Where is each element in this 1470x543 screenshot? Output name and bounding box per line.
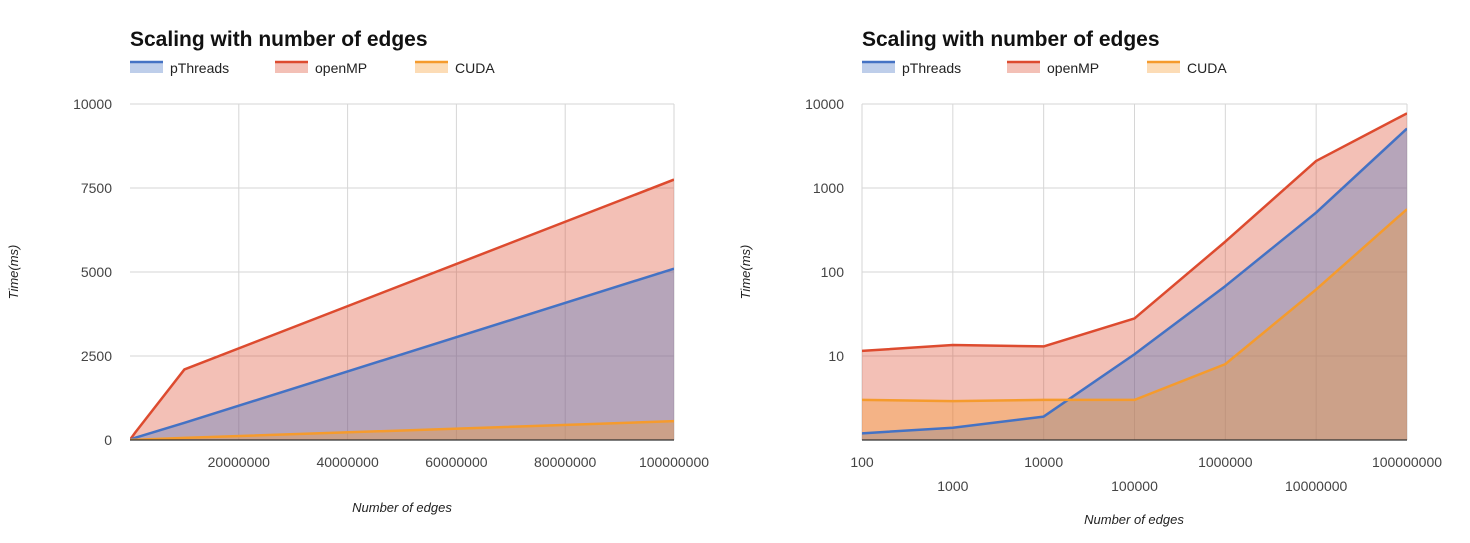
grid xyxy=(861,103,1408,440)
x-tick-label: 100000000 xyxy=(639,454,709,470)
x-tick-label: 20000000 xyxy=(208,454,271,470)
area-openmp xyxy=(130,179,674,440)
chart-title: Scaling with number of edges xyxy=(130,28,428,51)
legend-item-openmp: openMP xyxy=(275,60,367,76)
legend-label: pThreads xyxy=(902,60,961,76)
legend-item-openmp: openMP xyxy=(1007,60,1099,76)
x-tick-label: 10000 xyxy=(1024,454,1063,470)
legend-label: openMP xyxy=(1047,60,1099,76)
plot-area xyxy=(862,112,1407,440)
legend-item-pthreads: pThreads xyxy=(130,60,229,76)
chart-1: Scaling with number of edges pThreads open… xyxy=(6,28,709,515)
y-tick-label: 10 xyxy=(828,348,844,364)
line-pthreads xyxy=(862,127,1407,435)
area-pthreads xyxy=(862,128,1407,440)
y-tick-label: 100 xyxy=(821,264,845,280)
y-axis-title: Time(ms) xyxy=(738,245,753,300)
x-tick-label: 1000 xyxy=(937,478,968,494)
x-tick-label: 1000000 xyxy=(1198,454,1253,470)
x-tick-label: 100000 xyxy=(1111,478,1158,494)
x-tick-label: 10000000 xyxy=(1285,478,1348,494)
legend-swatch xyxy=(415,62,448,73)
line-openmp xyxy=(862,112,1407,353)
x-tick-label: 80000000 xyxy=(534,454,597,470)
y-tick-label: 0 xyxy=(104,432,112,448)
x-tick-label: 40000000 xyxy=(316,454,379,470)
y-tick-label: 5000 xyxy=(81,264,112,280)
legend-swatch xyxy=(275,62,308,73)
legend-label: CUDA xyxy=(1187,60,1227,76)
x-axis-title: Number of edges xyxy=(1084,512,1184,527)
legend-label: openMP xyxy=(315,60,367,76)
chart-2: Scaling with number of edges pThreads open… xyxy=(738,28,1442,527)
y-axis-title: Time(ms) xyxy=(6,245,21,300)
legend-swatch xyxy=(862,62,895,73)
legend-label: CUDA xyxy=(455,60,495,76)
legend-item-pthreads: pThreads xyxy=(862,60,961,76)
area-openmp xyxy=(862,113,1407,440)
line-cuda xyxy=(862,208,1407,403)
legend-item-cuda: CUDA xyxy=(415,60,495,76)
legend-swatch xyxy=(130,62,163,73)
y-tick-label: 10000 xyxy=(73,96,112,112)
x-axis-title: Number of edges xyxy=(352,500,452,515)
legend-swatch xyxy=(1147,62,1180,73)
legend-label: pThreads xyxy=(170,60,229,76)
y-tick-label: 1000 xyxy=(813,180,844,196)
y-tick-label: 2500 xyxy=(81,348,112,364)
plot-area xyxy=(130,178,674,440)
legend-item-cuda: CUDA xyxy=(1147,60,1227,76)
x-tick-label: 60000000 xyxy=(425,454,488,470)
x-tick-label: 100000000 xyxy=(1372,454,1442,470)
chart-title: Scaling with number of edges xyxy=(862,28,1160,51)
area-cuda xyxy=(862,209,1407,440)
y-tick-label: 7500 xyxy=(81,180,112,196)
legend-swatch xyxy=(1007,62,1040,73)
x-tick-label: 100 xyxy=(850,454,874,470)
y-tick-label: 10000 xyxy=(805,96,844,112)
